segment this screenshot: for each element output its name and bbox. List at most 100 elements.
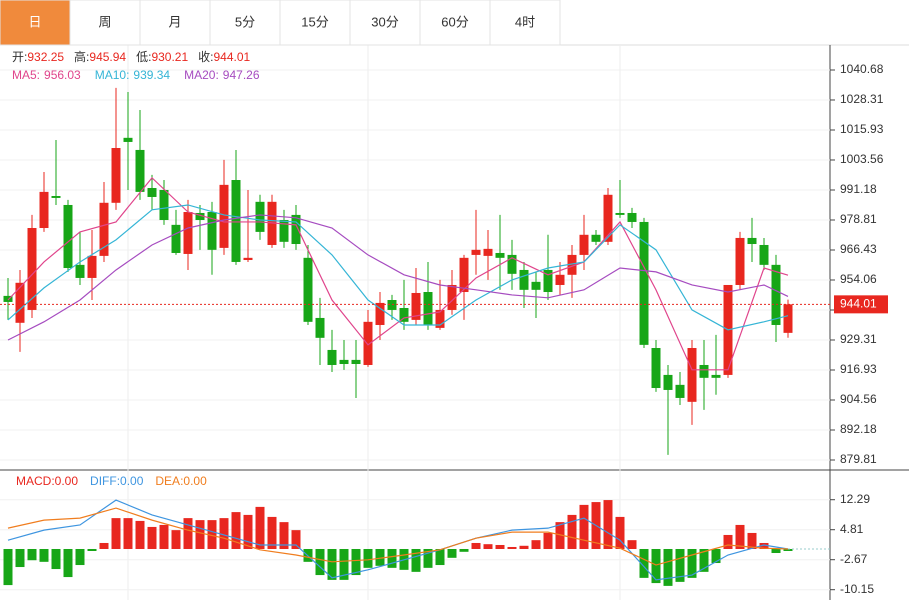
candle-body — [423, 292, 433, 325]
macd-legend-label: MACD: — [16, 474, 55, 488]
macd-bar — [159, 524, 169, 549]
macd-bar — [231, 512, 241, 549]
ma-legend-value: 947.26 — [223, 68, 260, 82]
macd-bar — [759, 542, 769, 549]
ma-legend-value: 939.34 — [133, 68, 170, 82]
info-value: 930.21 — [151, 50, 188, 64]
candle-body — [327, 349, 337, 365]
y-tick-label: 904.56 — [840, 392, 877, 406]
tab-label: 月 — [168, 14, 181, 29]
candle-body — [687, 348, 697, 402]
y-tick-label: -2.67 — [840, 552, 868, 566]
info-label: 低: — [136, 50, 151, 64]
candle-body — [759, 244, 769, 265]
tab-label: 5分 — [235, 14, 255, 29]
info-value: 945.94 — [89, 50, 126, 64]
tab[interactable]: 月 — [139, 0, 211, 46]
macd-bar — [351, 548, 361, 576]
tab[interactable]: 60分 — [419, 0, 491, 46]
candle-body — [243, 257, 253, 261]
candle-body — [99, 202, 109, 256]
macd-bar — [471, 542, 481, 549]
candle-body — [603, 194, 613, 242]
info-label: 高: — [74, 49, 89, 64]
macd-bar — [639, 548, 649, 578]
last-price-box — [834, 295, 888, 314]
y-tick-label: 991.18 — [840, 182, 877, 196]
candle-body — [699, 364, 709, 378]
tab[interactable]: 5分 — [209, 0, 281, 46]
tab[interactable]: 4时 — [489, 0, 561, 46]
candle-body — [447, 284, 457, 310]
macd-bar — [87, 548, 97, 551]
candle-body — [543, 269, 553, 293]
macd-bar — [483, 544, 493, 549]
macd-bar — [75, 548, 85, 566]
candle-body — [255, 201, 265, 232]
macd-bar — [747, 532, 757, 549]
candle-body — [159, 189, 169, 221]
y-tick-label: 1015.93 — [840, 122, 884, 136]
macd-bar — [771, 548, 781, 554]
candle-body — [291, 214, 301, 245]
y-tick-label: 892.18 — [840, 422, 877, 436]
candle-body — [579, 234, 589, 255]
macd-bar — [543, 532, 553, 549]
y-tick-label: 1003.56 — [840, 152, 884, 166]
tab[interactable]: 周 — [69, 0, 141, 46]
candle-body — [591, 234, 601, 242]
y-tick-label: 916.93 — [840, 362, 877, 376]
candle-body — [459, 257, 469, 293]
candle-body — [75, 264, 85, 278]
candle-body — [711, 374, 721, 378]
candle-body — [435, 309, 445, 328]
line — [7, 507, 789, 566]
macd-bar — [699, 548, 709, 572]
macd-bar — [243, 514, 253, 549]
macd-bar — [651, 548, 661, 584]
candle-body — [471, 249, 481, 255]
macd-bar — [15, 548, 25, 568]
line — [7, 214, 789, 341]
candle-body — [207, 212, 217, 250]
macd-legend-value: 0.00 — [55, 474, 79, 488]
macd-bar — [783, 548, 793, 551]
macd-bar — [567, 514, 577, 549]
tab-bg — [209, 0, 281, 46]
macd-bar — [723, 534, 733, 549]
candle-body — [399, 308, 409, 322]
y-tick-label: 1028.31 — [840, 92, 884, 106]
macd-bar — [39, 548, 49, 562]
tab-label: 4时 — [515, 14, 535, 29]
y-tick-label: 1040.68 — [840, 62, 884, 76]
ma-legend-name: MA10: — [95, 68, 130, 82]
macd-bar — [219, 518, 229, 549]
candle-body — [351, 359, 361, 365]
macd-bar — [627, 540, 637, 549]
candle-body — [651, 348, 661, 389]
info-label: 开: — [12, 50, 27, 64]
macd-bar — [531, 540, 541, 549]
candle-body — [51, 196, 61, 198]
macd-bar — [519, 545, 529, 549]
candle-body — [195, 212, 205, 221]
candle-body — [615, 212, 625, 215]
tab[interactable]: 日 — [0, 0, 71, 46]
tab-bg — [349, 0, 421, 46]
candle-body — [339, 359, 349, 365]
ma-legend-name: MA5: — [12, 68, 40, 82]
candle-body — [531, 281, 541, 290]
macd-bar — [27, 548, 37, 561]
tab[interactable]: 30分 — [349, 0, 421, 46]
macd-bar — [411, 548, 421, 572]
info-label: 收: — [198, 50, 213, 64]
macd-bar — [615, 516, 625, 549]
candle-body — [747, 237, 757, 245]
candle-body — [135, 149, 145, 192]
tab[interactable]: 15分 — [279, 0, 351, 46]
candle-body — [315, 317, 325, 338]
info-value: 932.25 — [27, 50, 64, 64]
macd-bar — [459, 548, 469, 552]
macd-bar — [135, 520, 145, 549]
candle-body — [183, 212, 193, 254]
